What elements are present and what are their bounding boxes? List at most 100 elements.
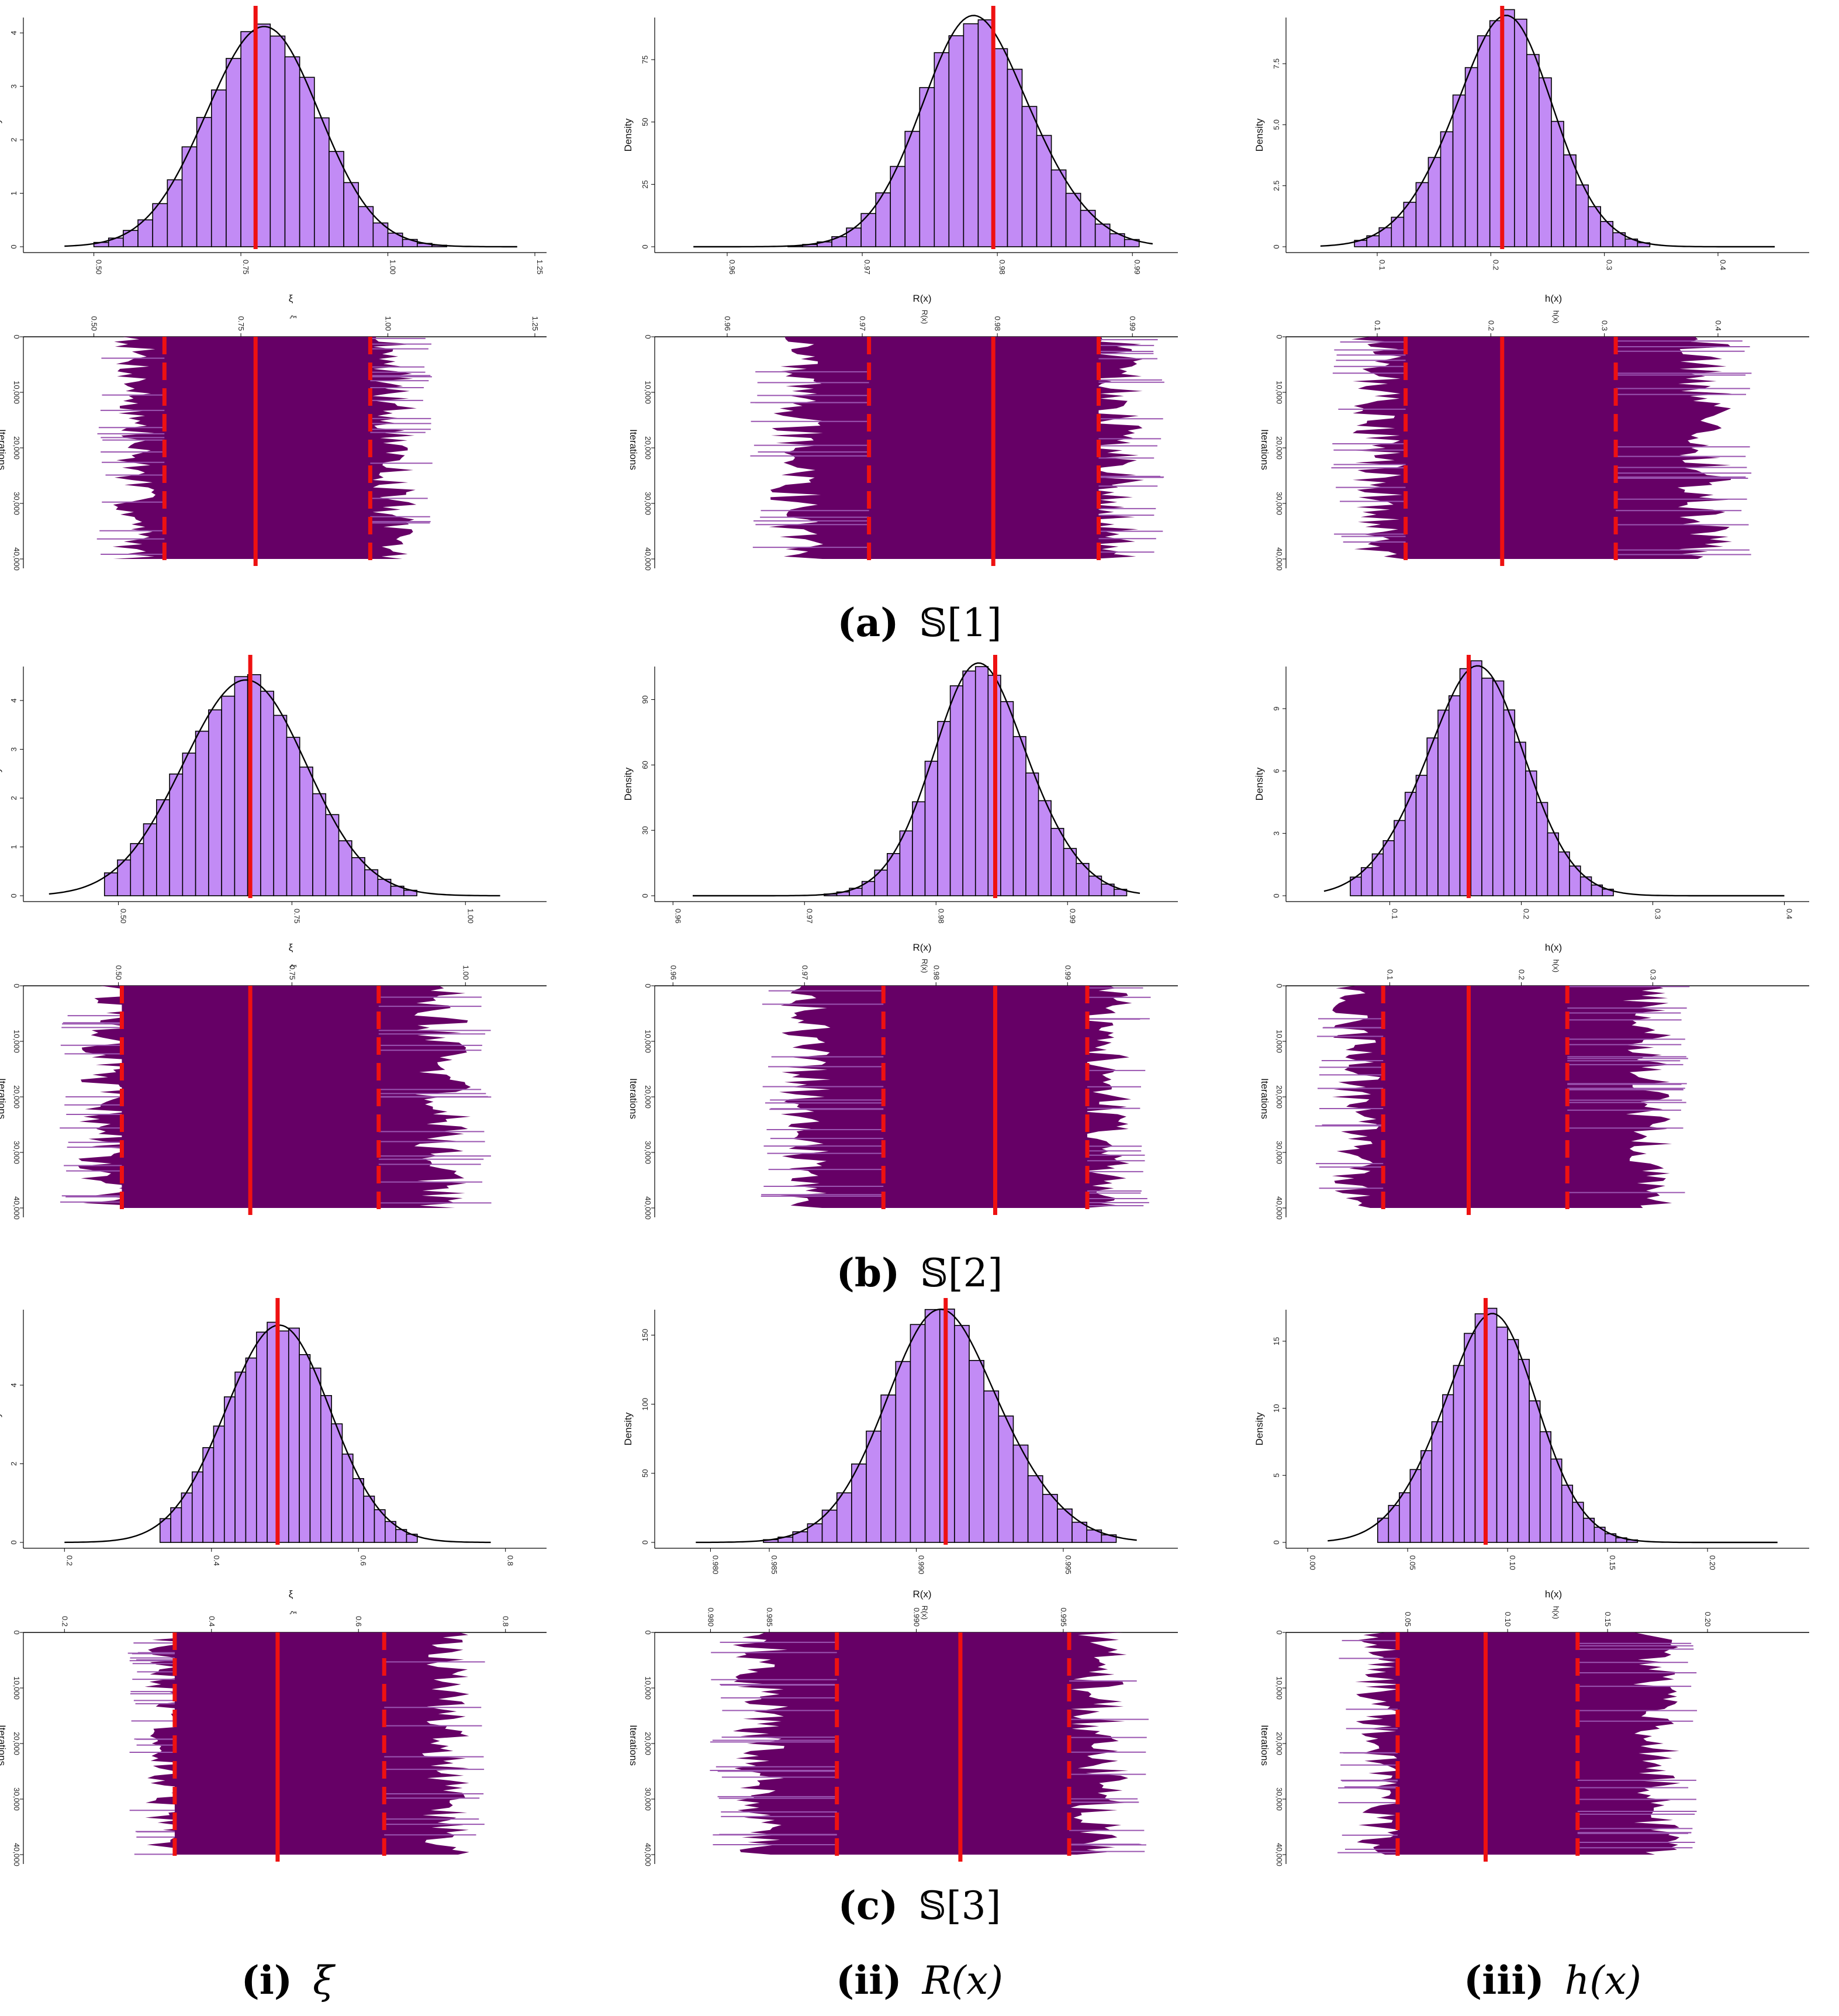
iterations-axis-label: Iterations [628,1725,639,1766]
x-tick-label: 0.8 [502,1616,510,1627]
trace-core [164,337,371,559]
histogram-bar [169,774,184,896]
y-tick-label: 0 [641,244,649,248]
histogram-bar [240,31,257,247]
x-tick-label: 0.6 [359,1555,368,1566]
histogram-bar [170,1507,182,1543]
trace-core [869,337,1099,559]
histogram-bar [1529,1400,1541,1543]
x-tick-label: 0.98 [993,316,1002,331]
density-curve [693,662,1140,897]
x-tick-label: 0.10 [1508,1555,1517,1570]
x-tick-label: 0.1 [1391,909,1399,919]
y-tick-label: 3 [1272,831,1281,836]
x-tick-label: 0.10 [1503,1612,1512,1627]
histogram-plot: 0 2 4 0.2 0.4 0.6 0.8 Density ξ [0,1298,547,1600]
panel-r1-c1: 0 1 2 3 4 0.50 0.75 1.00 1.25 Density ξ 0.50 0.75 1.0… [0,6,547,571]
y-tick-label: 4 [9,31,18,35]
histogram-bar [152,203,168,247]
histogram-bar [1514,741,1526,896]
histogram-bar [1036,134,1052,247]
x-tick-label: 0.995 [1059,1607,1068,1627]
iteration-tick-label: 10,000 [12,381,21,404]
y-tick-label: 5 [1272,1473,1281,1478]
histogram-bar [1514,18,1527,247]
histogram-bar [962,670,976,896]
panel-r3-c2: 0 50 100 150 0.980 0.985 0.990 0.995 Density R(x)… [623,1298,1178,1866]
panel-r3-c1: 0 2 4 0.2 0.4 0.6 0.8 Density ξ 0.2 0.4 0.6 0.8 ξ 0 10,… [0,1298,547,1866]
histogram-bar [255,23,271,247]
iteration-tick-label: 20,000 [644,1085,652,1109]
x-tick-label: 0.4 [208,1616,216,1627]
histogram-bar [1415,182,1429,247]
iteration-tick-label: 20,000 [644,1732,652,1755]
histogram-bar [1000,701,1014,896]
histogram-bar [1440,131,1454,247]
histogram-bar [949,685,963,896]
x-tick-label: 0.1 [1386,969,1395,980]
iteration-tick-label: 0 [1275,334,1284,339]
histogram-bar [1507,1339,1519,1543]
iteration-tick-label: 20,000 [12,1732,21,1755]
iterations-axis-label: Iterations [1259,1725,1270,1766]
x-tick-label: 0.4 [1719,260,1727,270]
x-tick-label: 0.2 [1491,260,1500,270]
trace-plot: 0.1 0.2 0.3 0.4 h(x) 0 10,000 20,000 30,000 40,00… [1259,310,1809,571]
y-tick-label: 2 [9,138,18,142]
row-caption-b-text: 𝕊[2] [920,1251,1003,1296]
x-tick-label: 1.00 [389,260,397,274]
trace-plot: 0.2 0.4 0.6 0.8 ξ 0 10,000 20,000 30,000 40,000 It… [0,1611,547,1866]
x-tick-label: 0.96 [673,909,682,923]
row-caption-c-label: (c) [838,1883,898,1928]
column-caption-i: (i) ξ [241,1958,337,2003]
x-tick-label: 1.00 [466,909,475,923]
histogram-bar [286,737,300,896]
x-tick-label: 0.980 [706,1607,715,1627]
x-tick-label: 0.99 [1128,316,1137,331]
iteration-tick-label: 20,000 [1275,1732,1284,1755]
histogram-plot: 0 25 50 75 0.96 0.97 0.98 0.99 Density R(x) [623,6,1178,304]
x-tick-label: 1.25 [531,316,540,331]
column-caption-ii: (ii) R(x) [836,1958,1003,2003]
x-axis-label: h(x) [1545,1589,1562,1600]
y-tick-label: 7.5 [1272,58,1281,69]
x-tick-label: 0.20 [1703,1612,1712,1627]
histogram-bar [1492,680,1505,896]
histogram-bar [338,840,352,896]
x-axis-label: h(x) [1545,942,1562,953]
histogram-bar [331,1423,343,1543]
x-tick-label: 0.4 [1785,909,1794,919]
iteration-tick-label: 0 [644,334,652,339]
x-tick-label: 0.96 [669,965,677,980]
histogram-bar [1394,820,1406,896]
iterations-axis-label: Iterations [628,429,639,470]
histogram-bar [934,52,950,247]
histogram-bar [1404,792,1417,896]
y-tick-label: 3 [9,747,18,751]
histogram-bar [1431,1421,1443,1543]
x-tick-label: 0.98 [998,260,1007,274]
histogram-bar [343,182,359,247]
histogram-bar [836,1492,852,1543]
trace-core [883,986,1087,1208]
histogram-bar [1403,202,1417,247]
histogram-bar [1427,157,1442,247]
x-tick-label: 1.00 [461,965,470,980]
x-tick-label: 0.8 [506,1555,515,1566]
x-tick-label: 0.75 [237,316,246,331]
iteration-tick-label: 0 [1275,1630,1284,1634]
iteration-tick-label: 0 [644,983,652,988]
histogram-bar [245,1357,257,1543]
histogram-bar [1517,1359,1530,1543]
histogram-bar [195,730,209,896]
x-tick-label: 0.2 [1487,320,1495,331]
y-tick-label: 2.5 [1272,181,1281,191]
x-tick-label: 0.05 [1408,1555,1417,1570]
histogram-bar [309,1368,322,1543]
x-tick-label: 0.97 [863,260,872,274]
x-tick-label: 0.50 [119,909,128,923]
x-axis-label-small: h(x) [1552,1606,1561,1619]
x-tick-label: 0.97 [858,316,867,331]
histogram-bar [234,1371,247,1543]
histogram-bar [363,1496,375,1543]
